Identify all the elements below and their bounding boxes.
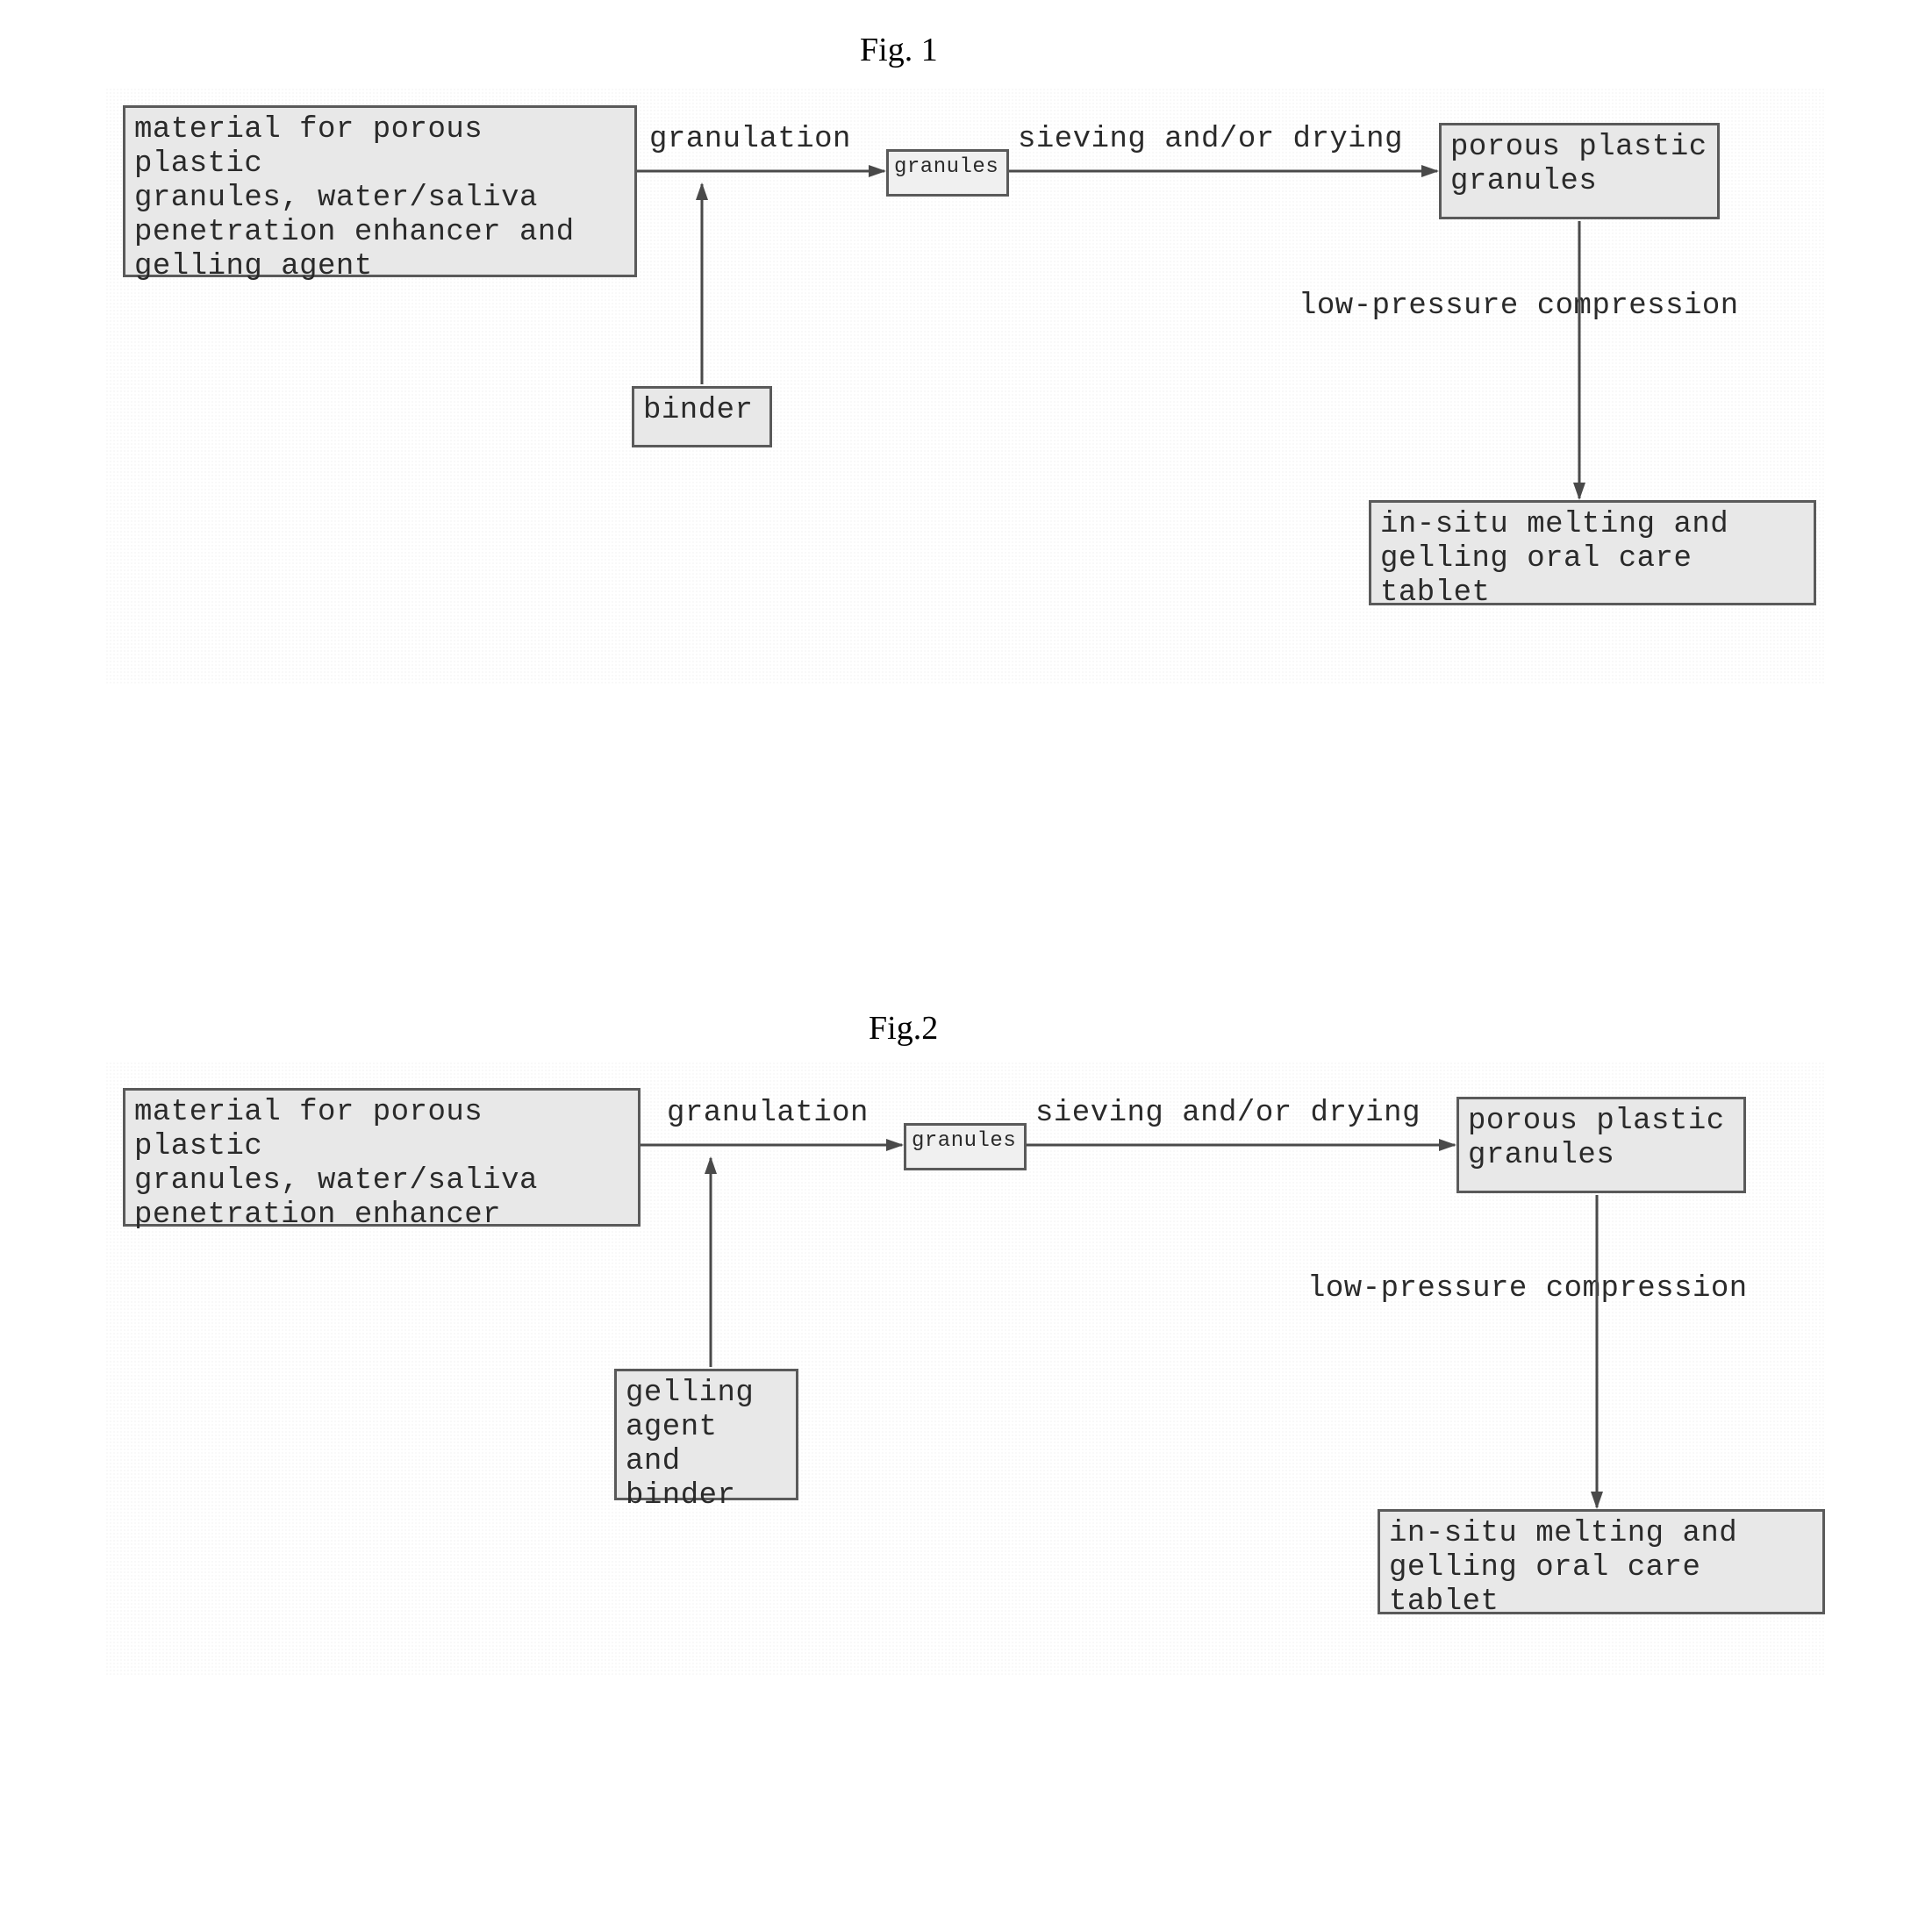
fig1-node-input: material for porous plasticgranules, wat… [123,105,637,277]
fig2-edge-granulation: granulation [667,1097,869,1130]
fig1-edge-compression: low-pressure compression [1299,290,1739,323]
fig1-node-granules: granules [886,149,1009,197]
fig1-node-porous: porous plasticgranules [1439,123,1720,219]
fig2-node-porous: porous plasticgranules [1456,1097,1746,1193]
fig2-edge-compression: low-pressure compression [1307,1272,1748,1306]
fig1-edge-sieving: sieving and/or drying [1018,123,1403,156]
fig1-node-tablet: in-situ melting andgelling oral care tab… [1369,500,1816,605]
fig2-node-binder: gellingagent andbinder [614,1369,798,1500]
fig1-title: Fig. 1 [860,31,938,69]
fig2-node-tablet: in-situ melting andgelling oral care tab… [1378,1509,1825,1614]
page: Fig. 1 material for porous plasticgranul… [0,0,1918,1932]
fig2-edge-sieving: sieving and/or drying [1035,1097,1421,1130]
fig1-node-binder: binder [632,386,772,447]
fig2-node-granules: granules [904,1123,1027,1170]
fig2-title: Fig.2 [869,1009,938,1048]
fig1-edge-granulation: granulation [649,123,851,156]
fig2-node-input: material for porous plasticgranules, wat… [123,1088,641,1227]
